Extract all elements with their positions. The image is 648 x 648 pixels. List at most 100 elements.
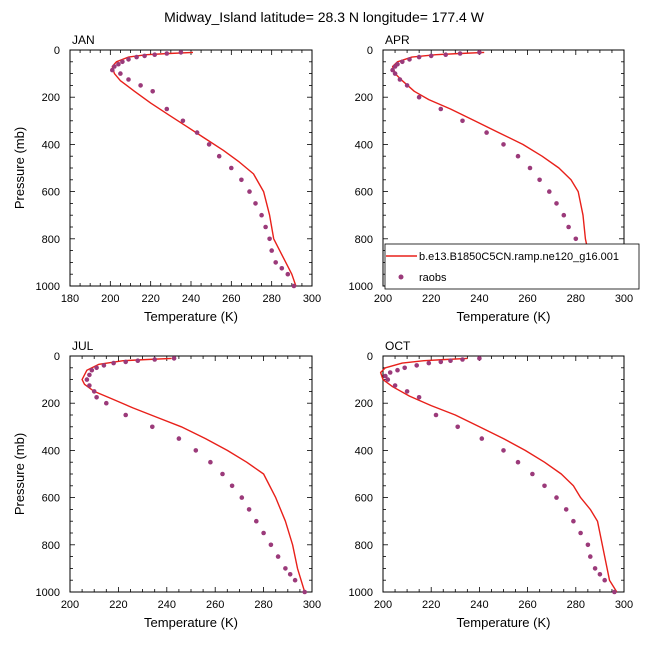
raob-point <box>400 59 405 65</box>
panel-oct: OCT 200 220 240 260 280 300 0 200 400 600 800 1000 Te… <box>349 339 634 630</box>
raob-point <box>542 483 547 489</box>
raob-point <box>194 130 200 135</box>
y-tick-label: 400 <box>42 445 60 457</box>
raob-point <box>407 57 412 62</box>
raob-point <box>404 83 410 88</box>
x-tick-label: 300 <box>303 293 321 305</box>
raob-point <box>253 518 259 524</box>
legend-obs-label: raobs <box>419 272 447 284</box>
y-tick-label: 800 <box>42 234 60 246</box>
raob-point <box>229 483 235 489</box>
x-tick-label: 260 <box>222 293 240 305</box>
x-tick-label: 220 <box>422 599 440 611</box>
plot-frame <box>69 355 313 593</box>
raob-point <box>460 357 465 362</box>
raob-point <box>268 542 274 548</box>
raob-point <box>292 577 298 583</box>
raob-point <box>180 118 186 124</box>
raob-point <box>150 89 155 94</box>
raob-point <box>152 52 157 57</box>
raob-point <box>246 507 252 512</box>
plot-frame <box>382 355 625 593</box>
raob-point <box>134 54 139 60</box>
y-tick-label: 800 <box>355 234 373 246</box>
raob-point <box>138 83 143 88</box>
raob-point <box>261 530 266 536</box>
y-tick-label: 1000 <box>349 281 373 293</box>
x-tick-label: 200 <box>61 599 79 611</box>
raob-point <box>578 530 583 536</box>
y-tick-label: 800 <box>42 540 60 552</box>
raob-point <box>178 50 184 55</box>
raob-point <box>426 360 432 366</box>
raob-point <box>428 53 434 59</box>
raob-point <box>120 59 125 65</box>
raob-point <box>112 64 117 69</box>
raob-point <box>150 424 155 430</box>
raob-point <box>392 71 398 76</box>
raob-point <box>566 224 571 230</box>
raob-point <box>460 118 465 124</box>
x-tick-label: 200 <box>374 599 392 611</box>
y-tick-label: 600 <box>42 187 60 199</box>
y-axis-label: Pressure (mb) <box>12 433 27 515</box>
raob-point <box>123 359 128 365</box>
raob-point <box>477 356 482 361</box>
raob-point <box>193 448 199 453</box>
x-axis-label: Temperature (K) <box>457 309 551 324</box>
raob-point <box>515 153 521 159</box>
x-tick-label: 180 <box>61 293 79 305</box>
panel-label: JUL <box>72 339 94 353</box>
raob-point <box>89 367 95 373</box>
x-axis-label: Temperature (K) <box>144 309 238 324</box>
x-tick-label: 280 <box>567 599 585 611</box>
model-profile-line <box>81 357 306 593</box>
model-profile-line <box>111 51 297 287</box>
y-tick-label: 1000 <box>36 281 60 293</box>
panel-label: JAN <box>72 33 95 47</box>
model-profile-line <box>379 357 618 593</box>
raob-point <box>501 142 506 147</box>
raob-point <box>87 383 92 388</box>
x-tick-label: 300 <box>615 293 633 305</box>
y-tick-label: 1000 <box>36 587 60 599</box>
raob-point <box>414 363 420 368</box>
raob-point <box>416 54 422 60</box>
y-tick-label: 400 <box>42 139 60 151</box>
raob-point <box>385 377 391 382</box>
panel-label: OCT <box>385 339 411 353</box>
x-tick-label: 240 <box>470 599 488 611</box>
x-tick-label: 280 <box>254 599 272 611</box>
raob-point <box>206 142 212 147</box>
raob-point <box>612 589 617 595</box>
raob-point <box>501 448 506 453</box>
raob-point <box>239 177 244 183</box>
raob-point <box>116 61 121 67</box>
raob-point <box>402 365 408 371</box>
raob-point <box>104 400 109 406</box>
y-tick-label: 0 <box>54 45 60 57</box>
x-tick-label: 220 <box>422 293 440 305</box>
raob-point <box>142 53 147 59</box>
y-tick-label: 400 <box>355 139 373 151</box>
raob-point <box>285 271 291 277</box>
raob-point <box>220 471 225 477</box>
legend-dot-swatch <box>398 274 404 280</box>
model-profile-line <box>391 51 603 287</box>
y-tick-label: 0 <box>367 351 373 363</box>
raob-point <box>438 359 444 365</box>
x-tick-label: 280 <box>567 293 585 305</box>
raob-point <box>216 153 222 159</box>
raob-point <box>530 471 535 477</box>
raob-point <box>94 395 99 400</box>
raob-point <box>563 507 569 512</box>
panel-label: APR <box>385 33 410 47</box>
raob-point <box>457 51 463 56</box>
raob-point <box>387 370 393 375</box>
raob-point <box>87 372 92 378</box>
raob-point <box>561 212 567 218</box>
raob-point <box>602 577 607 583</box>
x-axis-label: Temperature (K) <box>457 615 551 630</box>
